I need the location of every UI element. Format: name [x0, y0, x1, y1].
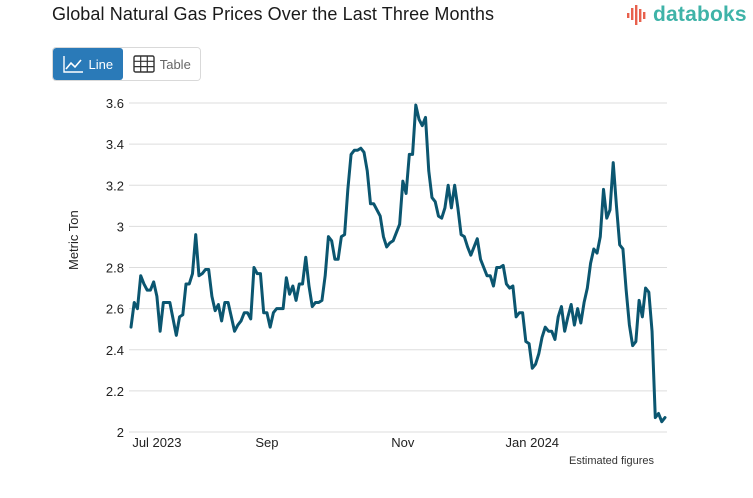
x-axis-ticks: Jul 2023 Sep Nov Jan 2024 — [132, 435, 559, 450]
table-view-button[interactable]: Table — [122, 48, 200, 80]
y-tick-label: 3.6 — [106, 96, 124, 111]
line-view-button[interactable]: Line — [53, 48, 123, 80]
gridlines — [129, 102, 667, 433]
y-tick-label: 2.2 — [106, 384, 124, 399]
x-tick-label: Jul 2023 — [132, 435, 181, 450]
view-toggle: Line Table — [52, 47, 201, 81]
y-tick-label: 3.2 — [106, 178, 124, 193]
line-chart-icon — [63, 56, 84, 73]
y-tick-label: 2.4 — [106, 343, 124, 358]
logo-bars-icon — [627, 5, 646, 25]
table-view-label: Table — [159, 56, 191, 72]
estimated-figures-note: Estimated figures — [569, 455, 654, 467]
x-tick-label: Nov — [391, 435, 415, 450]
y-tick-label: 2.8 — [106, 261, 124, 276]
series-line-natural-gas-price — [129, 103, 667, 424]
logo-text: databoks — [653, 3, 747, 26]
y-tick-label: 2 — [117, 425, 124, 440]
y-tick-label: 3.4 — [106, 137, 124, 152]
y-tick-label: 3 — [117, 219, 124, 234]
chart-title: Global Natural Gas Prices Over the Last … — [52, 4, 495, 24]
x-tick-label: Sep — [255, 435, 278, 450]
y-tick-label: 2.6 — [106, 302, 124, 317]
table-grid-icon — [133, 55, 155, 73]
databoks-logo[interactable]: databoks — [626, 3, 747, 27]
x-tick-label: Jan 2024 — [506, 435, 560, 450]
y-axis-ticks: 2 2.2 2.4 2.6 2.8 3 3.2 3.4 3.6 — [106, 96, 124, 440]
y-axis-label: Metric Ton — [66, 210, 81, 270]
line-view-label: Line — [88, 56, 114, 72]
